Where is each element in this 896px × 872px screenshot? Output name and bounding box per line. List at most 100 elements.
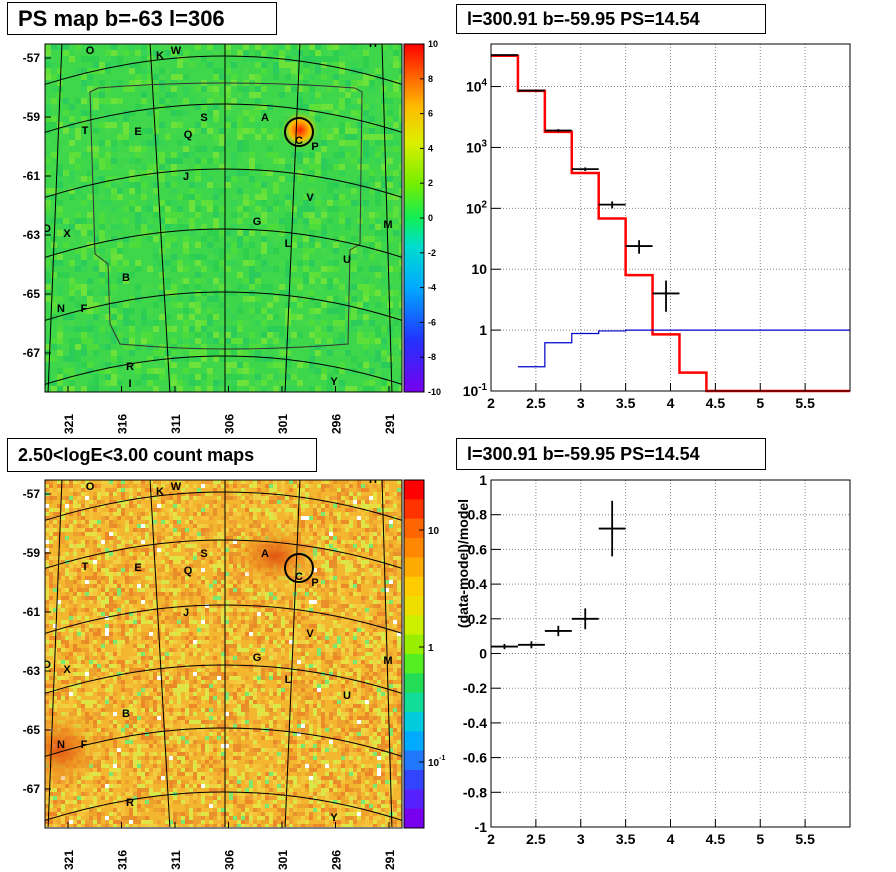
- x-tick-label: 301: [276, 850, 290, 870]
- data-point: [598, 201, 626, 209]
- y-tick-label: -67: [23, 782, 41, 796]
- y-tick-label: -65: [23, 287, 41, 301]
- y-tick-label: -0.8: [463, 784, 487, 800]
- y-tick-label: -59: [23, 546, 41, 560]
- x-tick-label: 4.5: [706, 395, 726, 411]
- x-tick-label: 4: [667, 831, 675, 847]
- residual-panel: 2 2.5 3 3.5 4 4.5 5 5.5 -1 -0.8 -0.6 -0.4 -0.2 0 0.2 0.…: [455, 472, 851, 847]
- y-tick-label: 10-1: [463, 382, 488, 399]
- y-tick-label: 0: [479, 646, 487, 662]
- source-label-y: Y: [330, 812, 338, 824]
- x-tick-label: 2: [487, 831, 495, 847]
- ps-map-frame: [44, 43, 403, 393]
- source-label-l: L: [285, 674, 292, 686]
- source-label-o: O: [86, 481, 95, 493]
- x-tick-label: 2.5: [526, 395, 546, 411]
- colorbar-tick-label: 10: [428, 39, 438, 49]
- source-label-q: Q: [184, 129, 193, 141]
- x-tick-label: 321: [62, 414, 76, 434]
- source-label-j: J: [183, 171, 189, 183]
- y-tick-label: -0.6: [463, 750, 487, 766]
- latitude-line: [45, 604, 402, 634]
- latitude-line: [45, 355, 402, 385]
- x-tick-label: 311: [169, 414, 183, 434]
- colorbar-segment: [404, 654, 424, 674]
- source-label-u: U: [343, 690, 351, 702]
- latitude-line: [45, 228, 402, 258]
- y-tick-label: 1: [479, 472, 487, 488]
- colorbar-tick-label: -6: [428, 317, 436, 327]
- source-label-t: T: [82, 125, 89, 137]
- source-label-p: P: [311, 141, 318, 153]
- x-tick-label: 5.5: [795, 831, 815, 847]
- source-label-x: X: [63, 664, 71, 676]
- latitude-line: [45, 55, 402, 85]
- x-tick-label: 3: [577, 831, 585, 847]
- latitude-line: [45, 664, 402, 694]
- source-label-u: U: [343, 254, 351, 266]
- coordinate-grid: [45, 44, 402, 392]
- x-tick-label: 291: [383, 414, 397, 434]
- source-label-k: K: [156, 486, 164, 498]
- y-tick-label: 103: [466, 138, 488, 155]
- colorbar-segment: [404, 712, 424, 732]
- source-label-a: A: [261, 112, 269, 124]
- x-tick-label: 296: [330, 414, 344, 434]
- colorbar-segment: [404, 789, 424, 810]
- colorbar-segment: [404, 518, 424, 539]
- source-label-j: J: [183, 607, 189, 619]
- data-point: [517, 89, 545, 92]
- colorbar-tick-label: 8: [428, 74, 433, 84]
- y-tick-label: -61: [23, 169, 41, 183]
- colorbar-segment: [404, 538, 424, 558]
- y-tick-label: 0.8: [468, 507, 488, 523]
- longitude-line: [381, 480, 393, 827]
- colorbar-segment: [404, 596, 424, 616]
- y-tick-label: -0.2: [463, 680, 487, 696]
- longitude-line: [47, 44, 63, 392]
- y-tick-label: -63: [23, 228, 41, 242]
- x-tick-label: 296: [330, 850, 344, 870]
- target-circle: [284, 117, 314, 147]
- source-label-y: Y: [330, 376, 338, 388]
- y-tick-label: 104: [466, 78, 488, 95]
- latitude-line: [45, 791, 402, 821]
- ps-map-panel: O K W H A S T E Q PC J V G D X M L U B N F RI Y -57 -59 -61 -63 -65…: [23, 39, 441, 434]
- x-tick-label: 5.5: [795, 395, 815, 411]
- x-tick-label: 3.5: [616, 395, 636, 411]
- source-label-v: V: [306, 192, 314, 204]
- colorbar-segment: [404, 731, 424, 752]
- colorbar-tick-label: -2: [428, 248, 436, 258]
- source-label-d: D: [43, 223, 51, 235]
- cm-map-area: O K W H A S T E Q PC J V G D X M L U B N F R Y: [43, 480, 402, 827]
- model-step-line: [491, 54, 850, 393]
- source-label-q: Q: [184, 565, 193, 577]
- source-label-m: M: [383, 219, 392, 231]
- colorbar-segment: [404, 576, 424, 597]
- target-circle: [284, 553, 314, 583]
- longitude-line: [47, 480, 63, 827]
- colorbar-segment: [404, 750, 424, 771]
- source-label-w: W: [171, 481, 182, 493]
- colorbar-tick-label: 10-1: [428, 755, 445, 769]
- x-tick-label: 321: [62, 850, 76, 870]
- residual-point: [598, 500, 626, 557]
- source-label-p: P: [311, 577, 318, 589]
- colorbar-segment: [404, 808, 424, 829]
- y-tick-label: 10: [471, 261, 487, 277]
- y-tick-label: -57: [23, 51, 41, 65]
- x-tick-label: 301: [276, 414, 290, 434]
- latitude-line: [45, 291, 402, 321]
- y-tick-label: -65: [23, 723, 41, 737]
- latitude-line: [45, 491, 402, 521]
- colorbar-segment: [404, 557, 424, 578]
- colorbar-tick-label: 10: [428, 526, 440, 537]
- colorbar-tick-label: -4: [428, 283, 436, 293]
- source-label-s: S: [200, 112, 207, 124]
- y-tick-label: -0.4: [463, 715, 487, 731]
- count-map-panel: O K W H A S T E Q PC J V G D X M L U B N F R Y -57 -59 -61 -63 -65 -…: [23, 479, 445, 870]
- roi-outline: [89, 82, 363, 350]
- colorbar-tick-label: 6: [428, 109, 433, 119]
- source-label-t: T: [82, 561, 89, 573]
- source-label-d: D: [43, 659, 51, 671]
